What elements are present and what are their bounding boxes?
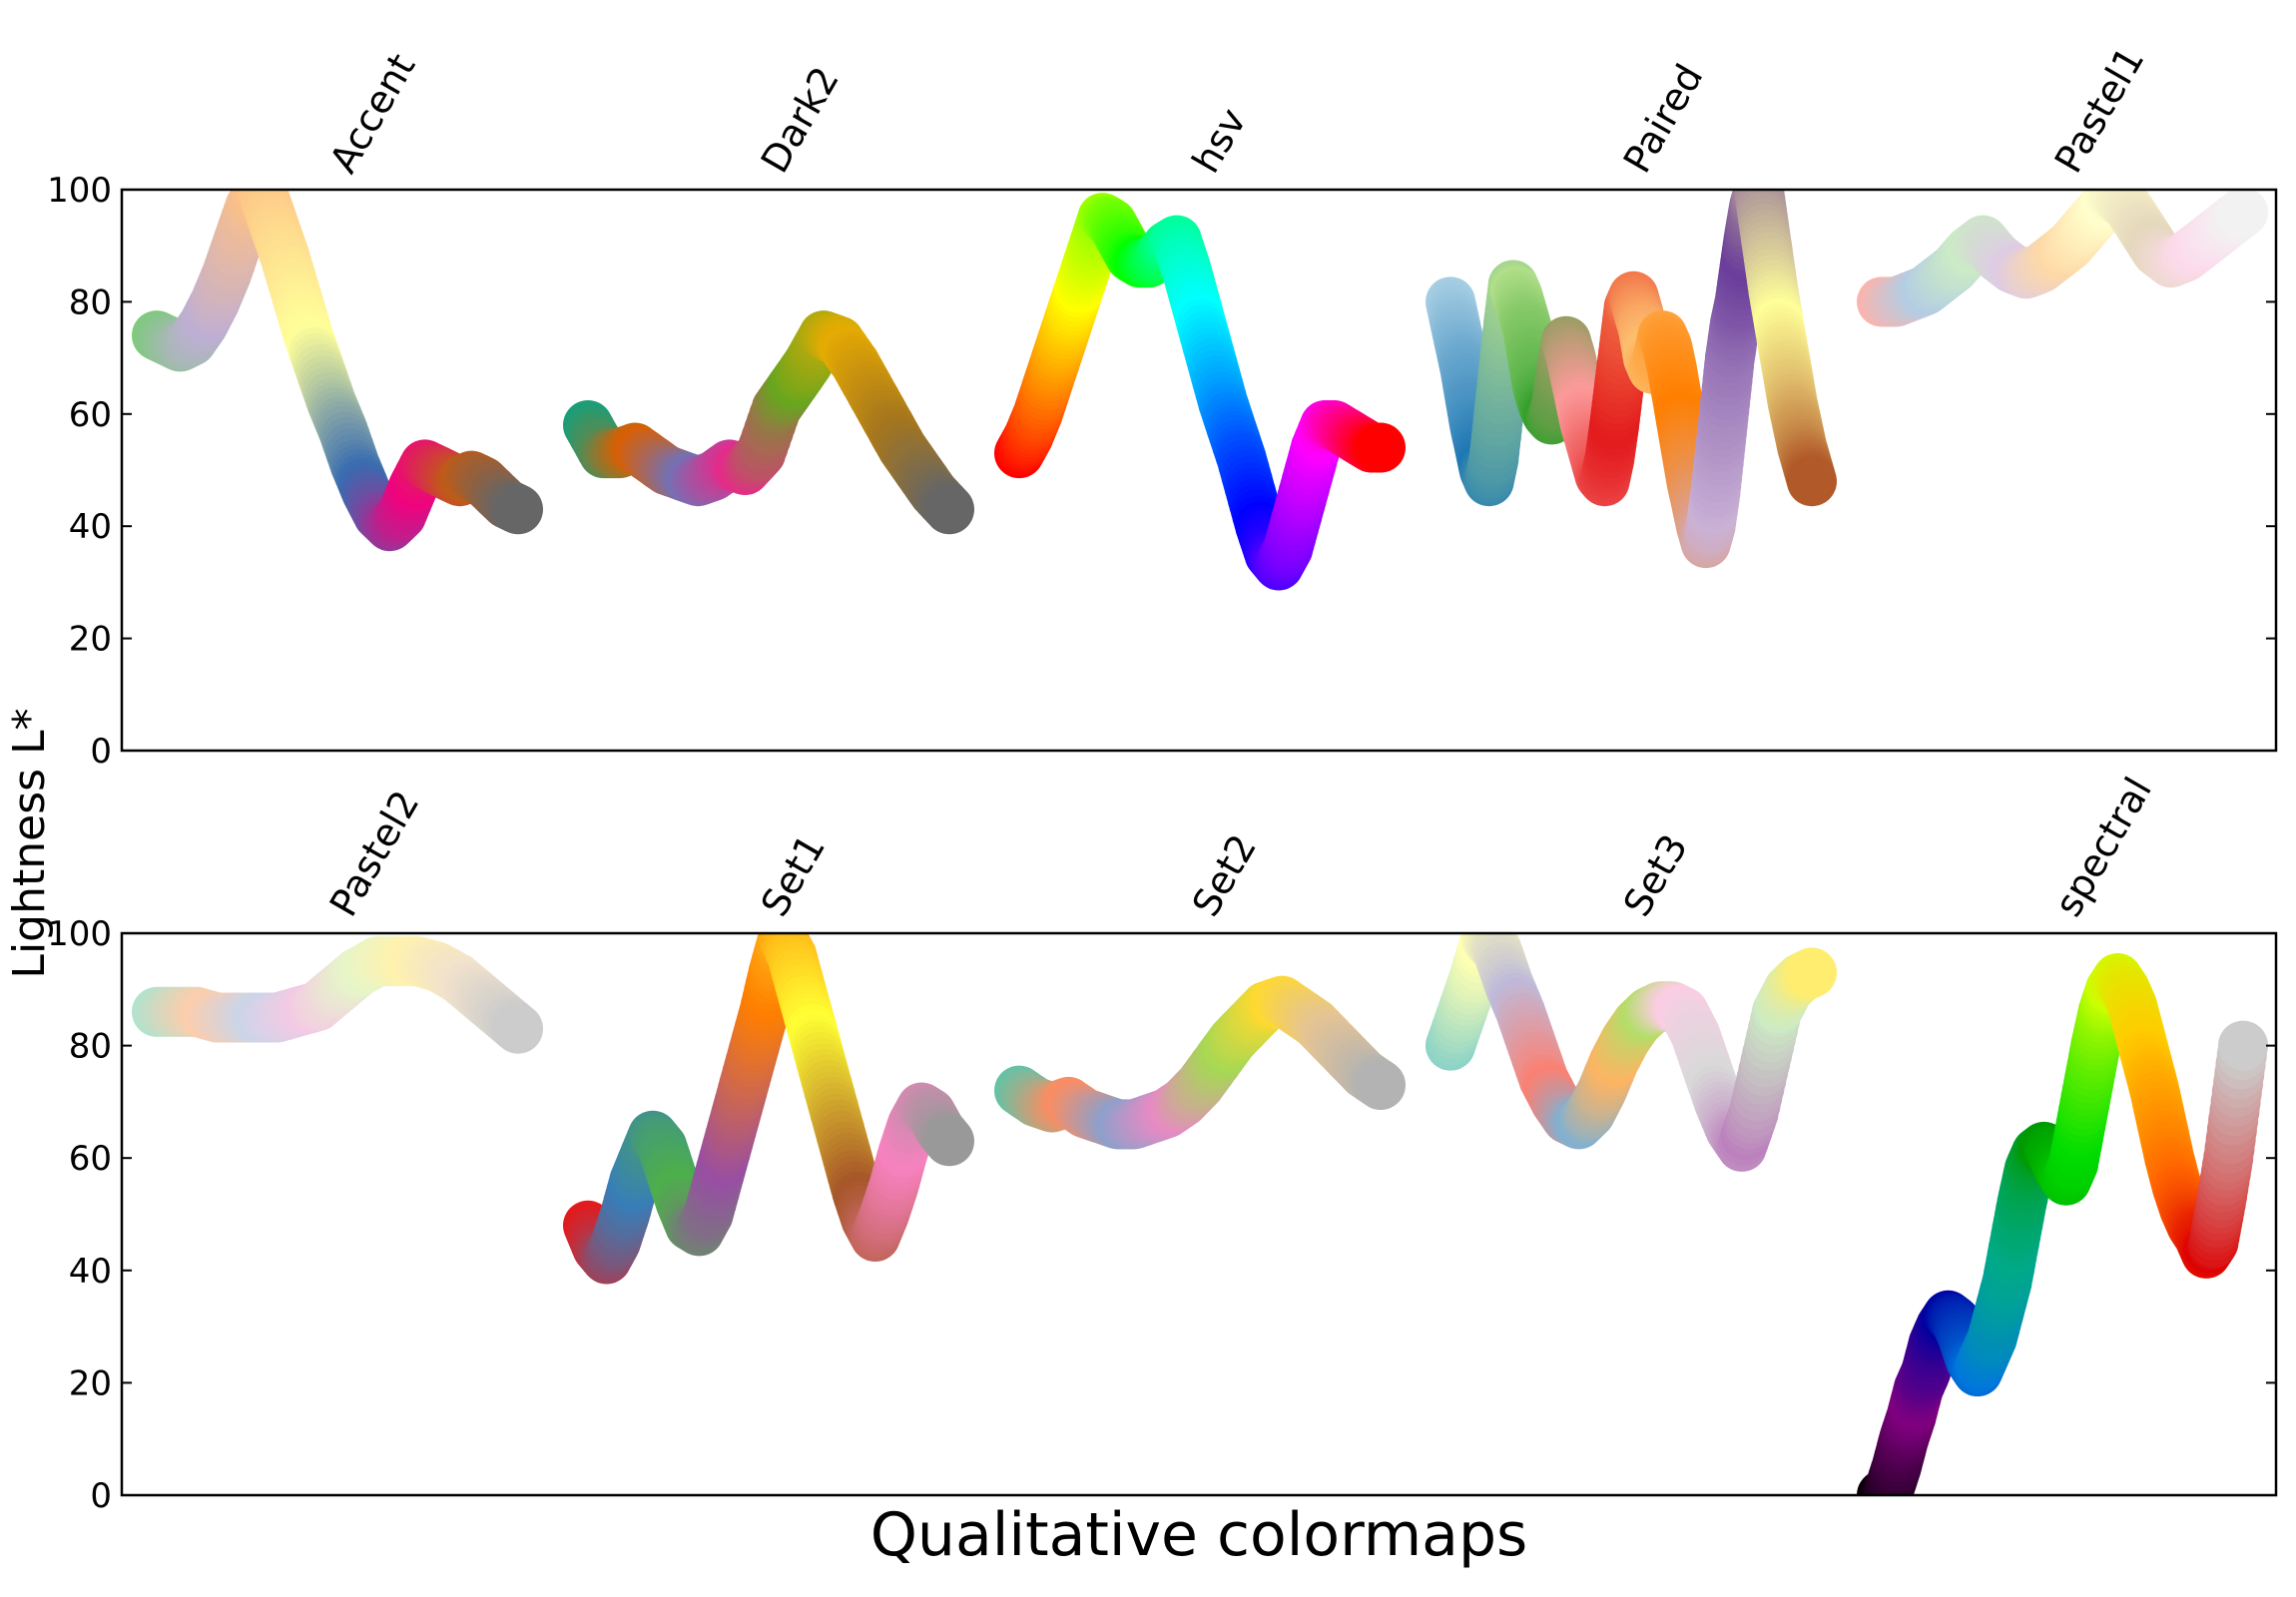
colormap-point bbox=[2218, 190, 2268, 238]
y-tick-label: 0 bbox=[90, 732, 112, 772]
x-axis-label: Qualitative colormaps bbox=[870, 1500, 1528, 1570]
colormap-pastel1 bbox=[1857, 190, 2268, 327]
colormap-set1 bbox=[563, 933, 974, 1285]
colormap-point bbox=[1356, 422, 1406, 473]
colormap-point bbox=[924, 1116, 974, 1167]
y-tick-label: 20 bbox=[69, 620, 112, 660]
y-axis-label: Lightness L* bbox=[4, 708, 55, 978]
y-tick-label: 80 bbox=[69, 282, 112, 322]
colormap-point bbox=[493, 484, 543, 535]
top-axes-panel: 0 20 40 60 80 100 Accent Dark2 hsv Paired Pastel1 bbox=[47, 40, 2278, 772]
colormap-name-label: spectral bbox=[2046, 770, 2160, 923]
colormap-point bbox=[493, 1003, 543, 1054]
colormap-set2 bbox=[994, 975, 1406, 1150]
y-tick-label: 40 bbox=[69, 1252, 112, 1292]
bottom-axes-panel: 0 20 40 60 80 100 Pastel2 Set1 Set2 Set3 spectral bbox=[47, 770, 2278, 1516]
colormap-set3 bbox=[1426, 933, 1837, 1172]
colormap-name-label: hsv bbox=[1184, 101, 1255, 180]
y-tick-label: 100 bbox=[47, 914, 112, 954]
y-tick-label: 60 bbox=[69, 1139, 112, 1179]
top-axes-frame bbox=[120, 188, 2278, 753]
y-tick-label: 60 bbox=[69, 395, 112, 435]
y-tick-label: 80 bbox=[69, 1027, 112, 1067]
y-tick-label: 20 bbox=[69, 1363, 112, 1403]
colormap-hsv bbox=[994, 193, 1406, 591]
colormap-name-label: Accent bbox=[321, 46, 424, 180]
colormap-point bbox=[1787, 947, 1837, 998]
colormap-name-label: Paired bbox=[1615, 57, 1712, 181]
colormap-dark2 bbox=[563, 310, 974, 535]
colormap-point bbox=[924, 484, 974, 535]
colormap-point bbox=[1356, 1060, 1406, 1110]
colormap-name-label: Pastel1 bbox=[2046, 40, 2153, 181]
colormap-paired bbox=[1426, 190, 1837, 569]
colormap-name-label: Dark2 bbox=[753, 59, 848, 180]
colormap-name-label: Set3 bbox=[1615, 827, 1696, 924]
y-tick-label: 100 bbox=[47, 171, 112, 211]
colormap-accent bbox=[132, 190, 543, 552]
colormap-spectral bbox=[1857, 953, 2268, 1495]
colormap-name-label: Set1 bbox=[753, 827, 834, 924]
y-tick-label: 0 bbox=[90, 1476, 112, 1516]
bottom-axes-frame bbox=[120, 931, 2278, 1497]
colormap-point bbox=[2218, 1020, 2268, 1071]
colormap-point bbox=[1787, 456, 1837, 507]
y-tick-label: 40 bbox=[69, 507, 112, 547]
colormap-name-label: Set2 bbox=[1184, 827, 1265, 924]
colormap-name-label: Pastel2 bbox=[321, 784, 428, 924]
colormap-pastel2 bbox=[132, 936, 543, 1054]
